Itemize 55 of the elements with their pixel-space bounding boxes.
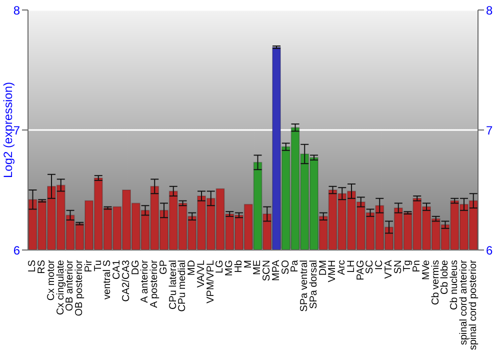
x-tick-label: M <box>242 260 254 268</box>
x-tick-label: Hb <box>233 260 244 273</box>
x-tick-label: SPa dorsal <box>308 260 320 309</box>
x-tick-label: ME <box>252 260 264 275</box>
x-tick-label: Pn <box>412 260 423 272</box>
x-tick-label: SO <box>280 260 292 274</box>
x-tick-label: Cx motor <box>46 259 57 301</box>
y2-tick-label: 6 <box>486 243 493 258</box>
x-tick-label: spinal cord anterior <box>458 259 470 346</box>
x-tick-label: MVe <box>420 260 432 280</box>
x-tick-label: CA1 <box>112 260 123 280</box>
x-tick-label: LS <box>27 260 38 272</box>
y-tick-label: 6 <box>13 243 20 258</box>
x-tick-label: VMH <box>327 260 338 282</box>
x-tick-label: RS <box>36 260 48 274</box>
x-tick-label: spinal cord posterior <box>468 259 479 350</box>
x-tick-label: IC <box>374 260 386 270</box>
y-axis-title: Log2 (expression) <box>1 82 15 178</box>
x-tick-label: Cb lobe <box>440 260 451 294</box>
x-tick-label: VTA <box>383 260 394 279</box>
x-tick-label: Cb vermis <box>430 260 442 306</box>
x-tick-label: VA/VL <box>196 260 207 288</box>
y-tick-label: 8 <box>13 3 20 18</box>
x-tick-label: CA2/CA3 <box>120 260 132 302</box>
y2-tick-label: 7 <box>486 123 493 138</box>
x-tick-label: DG <box>130 260 142 275</box>
x-tick-label: CPu medial <box>177 260 188 312</box>
x-tick-label: A posterior <box>149 259 160 308</box>
x-tick-label: CPu lateral <box>168 260 179 310</box>
x-tick-label: PAG <box>355 260 366 280</box>
x-tick-label: MD <box>186 260 198 276</box>
x-tick-label: Tu <box>92 260 104 272</box>
x-tick-label: Pir <box>83 259 94 272</box>
x-tick-label: SCN <box>262 260 273 282</box>
x-tick-label: OB anterior <box>64 259 76 312</box>
x-tick-label: Arc <box>336 260 348 275</box>
x-tick-label: SN <box>392 260 404 274</box>
x-tick-label: LG <box>214 260 226 274</box>
x-tick-label: Tg <box>402 260 414 272</box>
x-tick-label: ventral S <box>102 260 114 300</box>
y-tick-label: 7 <box>13 123 20 138</box>
x-tick-label: OB posterior <box>74 259 86 316</box>
x-tick-label: VPM/VPL <box>205 260 216 304</box>
x-tick-label: Cb nucleus <box>449 260 460 310</box>
x-tick-label: SC <box>364 260 376 274</box>
x-tick-label: MPA <box>270 260 282 281</box>
x-tick-label: MG <box>224 260 236 276</box>
x-tick-label: Pa <box>290 260 301 272</box>
x-tick-label: SPa ventral <box>299 260 310 312</box>
y2-tick-label: 8 <box>486 3 493 18</box>
x-tick-label: Cx cingulate <box>55 260 66 316</box>
x-tick-label: DM <box>318 260 329 276</box>
x-tick-label: LH <box>346 260 357 273</box>
x-tick-label: A anterior <box>140 259 151 303</box>
x-tick-label: GP <box>158 260 170 274</box>
